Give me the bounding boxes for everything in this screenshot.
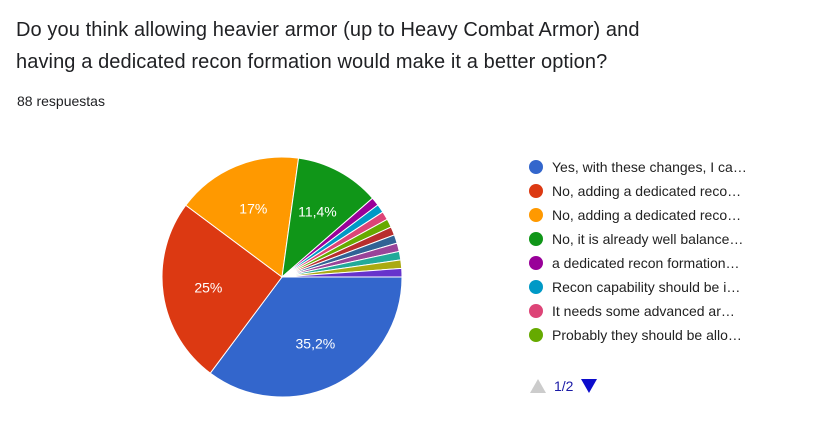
pie-slice[interactable] bbox=[161, 204, 283, 374]
pie-slice[interactable] bbox=[281, 157, 374, 279]
legend-item[interactable]: Yes, with these changes, I ca… bbox=[529, 155, 779, 179]
legend-swatch bbox=[529, 280, 543, 294]
legend-swatch bbox=[529, 208, 543, 222]
pie-slice[interactable] bbox=[281, 267, 403, 278]
legend-swatch bbox=[529, 184, 543, 198]
chart-legend: Yes, with these changes, I ca… No, addin… bbox=[529, 155, 779, 347]
legend-pager: 1/2 bbox=[530, 378, 598, 394]
slice-data-label: 35,2% bbox=[296, 336, 336, 352]
question-title-line-1: Do you think allowing heavier armor (up … bbox=[16, 19, 640, 41]
pie-slice[interactable] bbox=[185, 156, 300, 278]
triangle-down-icon[interactable] bbox=[581, 379, 598, 393]
triangle-up-icon[interactable] bbox=[530, 379, 546, 393]
slice-data-label: 11,4% bbox=[298, 204, 337, 220]
slice-data-label: 25% bbox=[194, 280, 222, 296]
legend-label: No, adding a dedicated reco… bbox=[552, 207, 742, 223]
legend-label: No, it is already well balance… bbox=[552, 231, 744, 247]
legend-swatch bbox=[529, 328, 543, 342]
legend-item[interactable]: No, adding a dedicated reco… bbox=[529, 203, 779, 227]
question-title: Do you think allowing heavier armor (up … bbox=[16, 14, 756, 78]
legend-page-indicator: 1/2 bbox=[554, 378, 574, 394]
response-count: 88 respuestas bbox=[17, 93, 105, 109]
legend-label: Probably they should be allo… bbox=[552, 327, 742, 343]
legend-label: No, adding a dedicated reco… bbox=[552, 183, 742, 199]
legend-item[interactable]: It needs some advanced ar… bbox=[529, 299, 779, 323]
legend-label: Yes, with these changes, I ca… bbox=[552, 159, 747, 175]
legend-item[interactable]: Probably they should be allo… bbox=[529, 323, 779, 347]
legend-label: Recon capability should be i… bbox=[552, 279, 741, 295]
legend-item[interactable]: No, it is already well balance… bbox=[529, 227, 779, 251]
legend-swatch bbox=[529, 232, 543, 246]
question-title-line-2: having a dedicated recon formation would… bbox=[16, 51, 608, 73]
slice-data-label: 17% bbox=[239, 200, 267, 216]
legend-item[interactable]: a dedicated recon formation… bbox=[529, 251, 779, 275]
legend-item[interactable]: No, adding a dedicated reco… bbox=[529, 179, 779, 203]
legend-swatch bbox=[529, 304, 543, 318]
legend-swatch bbox=[529, 160, 543, 174]
legend-item[interactable]: Recon capability should be i… bbox=[529, 275, 779, 299]
pie-slice[interactable] bbox=[209, 276, 403, 398]
legend-swatch bbox=[529, 256, 543, 270]
legend-label: a dedicated recon formation… bbox=[552, 255, 740, 271]
legend-label: It needs some advanced ar… bbox=[552, 303, 735, 319]
